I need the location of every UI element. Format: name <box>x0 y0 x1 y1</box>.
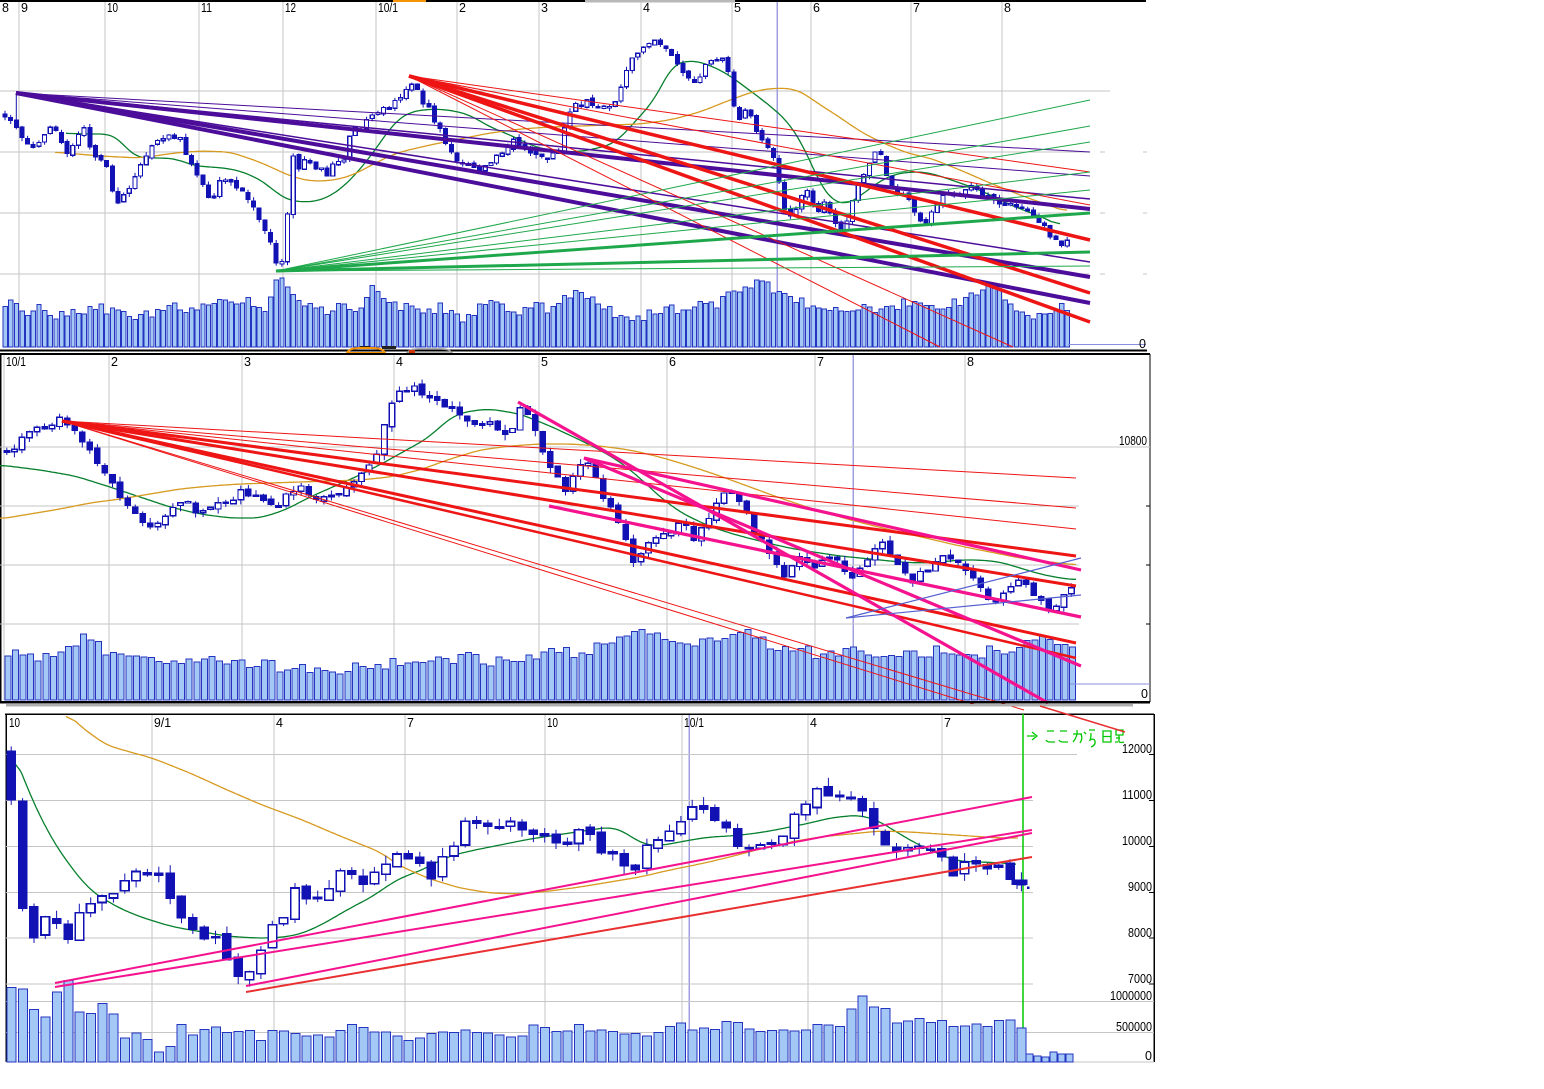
svg-text:8: 8 <box>1004 1 1011 15</box>
svg-text:6: 6 <box>813 1 820 15</box>
svg-text:10/1: 10/1 <box>6 355 26 369</box>
svg-text:7000: 7000 <box>1128 972 1152 986</box>
svg-text:5: 5 <box>734 1 741 15</box>
svg-text:5: 5 <box>541 355 548 369</box>
svg-text:10800: 10800 <box>1119 434 1147 448</box>
svg-text:0: 0 <box>1145 1049 1152 1063</box>
svg-text:2: 2 <box>459 1 466 15</box>
svg-text:10: 10 <box>547 716 558 730</box>
svg-text:0: 0 <box>1141 687 1148 701</box>
svg-text:7: 7 <box>913 1 920 15</box>
svg-text:1000000: 1000000 <box>1110 989 1152 1003</box>
svg-text:12000: 12000 <box>1122 742 1152 756</box>
svg-text:11: 11 <box>201 1 212 15</box>
svg-text:4: 4 <box>643 1 650 15</box>
svg-text:10/1: 10/1 <box>684 716 704 730</box>
svg-text:10/1: 10/1 <box>378 1 398 15</box>
svg-text:9/1: 9/1 <box>154 716 171 730</box>
svg-text:4: 4 <box>396 355 403 369</box>
svg-text:9000: 9000 <box>1128 880 1152 894</box>
svg-text:8: 8 <box>2 1 9 15</box>
svg-text:0: 0 <box>1139 337 1146 351</box>
svg-text:6: 6 <box>669 355 676 369</box>
svg-text:7: 7 <box>944 716 951 730</box>
svg-text:12: 12 <box>285 1 296 15</box>
svg-text:500000: 500000 <box>1116 1020 1152 1034</box>
svg-text:10000: 10000 <box>1122 834 1152 848</box>
svg-text:7: 7 <box>407 716 414 730</box>
svg-text:9: 9 <box>21 1 28 15</box>
svg-text:7: 7 <box>817 355 824 369</box>
svg-text:10: 10 <box>9 716 20 730</box>
svg-text:11000: 11000 <box>1122 788 1152 802</box>
svg-text:8: 8 <box>967 355 974 369</box>
svg-text:4: 4 <box>810 716 817 730</box>
svg-text:3: 3 <box>244 355 251 369</box>
svg-text:3: 3 <box>541 1 548 15</box>
svg-text:10: 10 <box>107 1 118 15</box>
svg-text:4: 4 <box>276 716 283 730</box>
svg-text:8000: 8000 <box>1128 926 1152 940</box>
svg-text:2: 2 <box>111 355 118 369</box>
